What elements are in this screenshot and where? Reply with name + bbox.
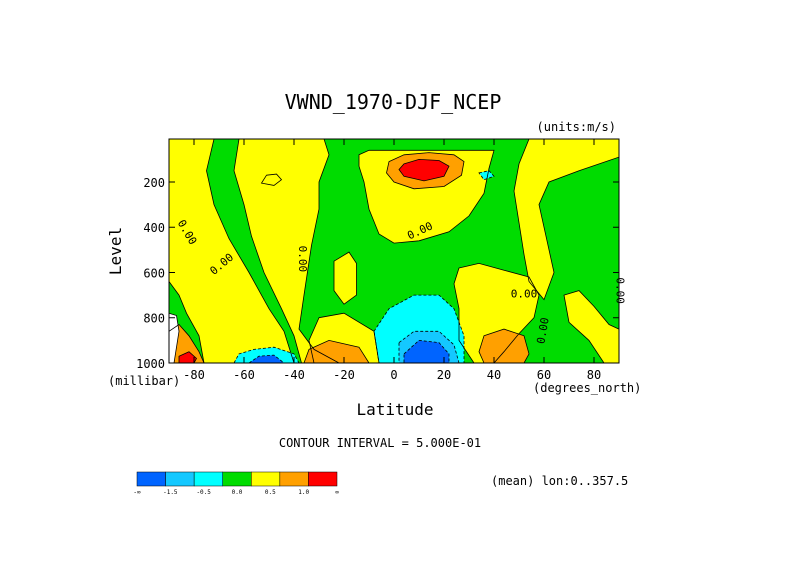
colorbar-label: -0.5 xyxy=(196,489,211,496)
y-tick-label: 1000 xyxy=(136,357,165,371)
colorbar: -∞ -1.5 -0.5 0.0 0.5 1.0 ∞ xyxy=(133,471,339,496)
region-negative-sh-lower xyxy=(234,347,299,363)
region-positive-sh-midlat xyxy=(234,139,339,363)
contour-positive-tropics xyxy=(358,149,495,244)
region-positive-nh-subtropics xyxy=(454,263,539,363)
region-masked-polar xyxy=(169,313,179,363)
plot-fills xyxy=(169,139,619,363)
y-tick-label: 400 xyxy=(143,221,165,235)
colorbar-swatch xyxy=(308,471,338,487)
x-tick-label: 20 xyxy=(437,368,451,382)
region-positive-jet-core xyxy=(399,159,449,181)
x-axis-label: Latitude xyxy=(356,400,433,419)
contour-interval-text: CONTOUR INTERVAL = 5.000E-01 xyxy=(279,436,481,450)
contour-negative-tropics-lower xyxy=(373,294,465,364)
contour-label: 0.00 xyxy=(296,246,309,273)
contour-label: 0.00 xyxy=(511,287,538,300)
y-tick-label: 600 xyxy=(143,266,165,280)
x-tick-label: 80 xyxy=(587,368,601,382)
colorbar-label: -∞ xyxy=(133,489,141,496)
contour-positive-jet-core xyxy=(398,158,450,182)
contour-positive-sh-blob xyxy=(260,173,283,186)
contour-negative-nh-upper-spot xyxy=(478,170,495,181)
x-tick-label: 40 xyxy=(487,368,501,382)
y-axis-ticks: 200 400 600 800 1000 xyxy=(136,176,619,371)
y-unit-label: (millibar) xyxy=(108,374,180,388)
x-tick-label: 0 xyxy=(390,368,397,382)
region-positive-nh-surface xyxy=(479,329,529,363)
colorbar-label: 0.0 xyxy=(232,489,243,496)
contour-positive-sh-west xyxy=(168,138,295,364)
contour-positive-nh-upper xyxy=(513,138,620,301)
units-label: (units:m/s) xyxy=(537,120,616,134)
colorbar-swatch xyxy=(251,471,281,487)
x-tick-label: -20 xyxy=(333,368,355,382)
colorbar-swatch xyxy=(165,471,195,487)
contour-label: 0.00 xyxy=(534,317,551,345)
colorbar-label: 1.0 xyxy=(298,489,309,496)
region-negative-tropics-core xyxy=(404,340,449,363)
contour-positive-nh-surface xyxy=(478,328,530,364)
y-axis-label: Level xyxy=(106,227,125,275)
region-positive-south-pocket xyxy=(334,252,357,305)
x-unit-label: (degrees_north) xyxy=(533,381,641,395)
chart-title: VWND_1970-DJF_NCEP xyxy=(285,90,502,114)
contour-positive-jet-outer xyxy=(386,152,465,190)
contour-positive-midlat-surface xyxy=(303,339,370,364)
x-tick-label: 60 xyxy=(537,368,551,382)
colorbar-swatch xyxy=(222,471,252,487)
contour-label: 0.00 xyxy=(614,277,627,304)
colorbar-swatch xyxy=(136,471,166,487)
contour-positive-sh-core xyxy=(178,351,198,364)
x-tick-label: -60 xyxy=(233,368,255,382)
colorbar-label: 0.5 xyxy=(265,489,276,496)
region-positive-sh-west xyxy=(169,139,294,363)
colorbar-swatch xyxy=(193,471,223,487)
x-tick-label: -40 xyxy=(283,368,305,382)
x-tick-label: -80 xyxy=(183,368,205,382)
contour-negative-tropics-core xyxy=(403,339,450,364)
colorbar-label: ∞ xyxy=(335,489,339,496)
contour-positive-sh-midlat xyxy=(233,138,340,364)
contour-positive-nh-subtropics xyxy=(453,262,540,364)
contour-positive-south-pocket xyxy=(333,251,357,305)
mean-text: (mean) lon:0..357.5 xyxy=(491,474,628,488)
colorbar-label: -1.5 xyxy=(163,489,178,496)
region-positive-sh-blob xyxy=(261,174,282,186)
region-positive-nh-high xyxy=(564,290,619,363)
y-tick-label: 200 xyxy=(143,176,165,190)
region-positive-nh-upper xyxy=(514,139,619,300)
x-axis-ticks: -80 -60 -40 -20 0 20 40 60 80 xyxy=(183,139,601,382)
y-tick-label: 800 xyxy=(143,312,165,326)
colorbar-swatch xyxy=(279,471,309,487)
